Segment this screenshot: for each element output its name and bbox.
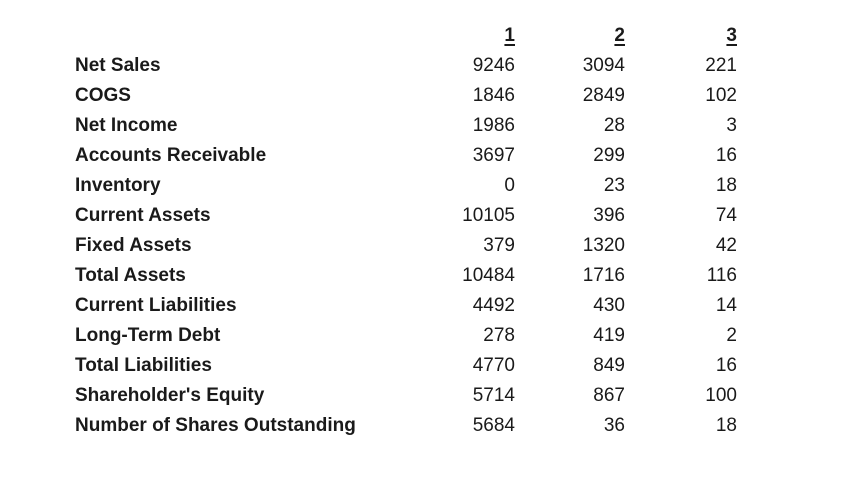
cell-value: 419 [593,325,625,346]
table-row-fixed-assets: Fixed Assets 379 1320 42 [75,231,854,261]
header-spacer [75,21,420,51]
table-row-current-liabilities: Current Liabilities 4492 430 14 [75,291,854,321]
row-label: Long-Term Debt [75,325,221,346]
row-label: Shareholder's Equity [75,385,265,406]
table-row-inventory: Inventory 0 23 18 [75,171,854,201]
cell-value: 116 [706,265,737,286]
row-label: Fixed Assets [75,235,192,256]
cell-value: 23 [603,175,625,196]
row-label: Total Liabilities [75,355,212,376]
cell-value: 379 [483,235,515,256]
cell-value: 14 [715,295,737,316]
cell-value: 3697 [472,145,515,166]
cell-value: 42 [715,235,737,256]
cell-value: 2 [726,325,737,346]
cell-value: 430 [593,295,625,316]
cell-value: 1846 [472,85,515,106]
cell-value: 221 [705,55,737,76]
table-row-net-sales: Net Sales 9246 3094 221 [75,51,854,81]
cell-value: 4492 [472,295,515,316]
cell-value: 5714 [472,385,515,406]
cell-value: 36 [603,415,625,436]
cell-value: 849 [593,355,625,376]
cell-value: 299 [593,145,625,166]
cell-value: 18 [715,175,737,196]
cell-value: 74 [715,205,737,226]
table-row-total-assets: Total Assets 10484 1716 116 [75,261,854,291]
table-row-current-assets: Current Assets 10105 396 74 [75,201,854,231]
cell-value: 102 [705,85,737,106]
cell-value: 28 [603,115,625,136]
cell-value: 1986 [472,115,515,136]
cell-value: 16 [715,355,737,376]
column-header-2: 2 [614,25,625,46]
column-header-3: 3 [726,25,737,46]
cell-value: 396 [593,205,625,226]
cell-value: 10105 [462,205,515,226]
row-label: Total Assets [75,265,186,286]
table-header-row: 1 2 3 [75,21,854,51]
cell-value: 0 [504,175,515,196]
row-label: Current Liabilities [75,295,237,316]
row-label: Net Income [75,115,178,136]
cell-value: 4770 [472,355,515,376]
table-row-cogs: COGS 1846 2849 102 [75,81,854,111]
cell-value: 1716 [582,265,625,286]
cell-value: 2849 [582,85,625,106]
column-header-1: 1 [504,25,515,46]
table-row-accounts-receivable: Accounts Receivable 3697 299 16 [75,141,854,171]
row-label: Current Assets [75,205,211,226]
cell-value: 9246 [472,55,515,76]
table-row-total-liabilities: Total Liabilities 4770 849 16 [75,351,854,381]
cell-value: 867 [593,385,625,406]
row-label: Number of Shares Outstanding [75,415,356,436]
cell-value: 10484 [462,265,515,286]
table-row-shareholders-equity: Shareholder's Equity 5714 867 100 [75,381,854,411]
cell-value: 18 [715,415,737,436]
cell-value: 5684 [472,415,515,436]
table-row-net-income: Net Income 1986 28 3 [75,111,854,141]
cell-value: 100 [705,385,737,406]
row-label: Accounts Receivable [75,145,267,166]
table-row-long-term-debt: Long-Term Debt 278 419 2 [75,321,854,351]
cell-value: 1320 [582,235,625,256]
cell-value: 278 [483,325,515,346]
cell-value: 3094 [582,55,625,76]
table-row-shares-outstanding: Number of Shares Outstanding 5684 36 18 [75,411,854,441]
row-label: Net Sales [75,55,161,76]
cell-value: 3 [726,115,737,136]
row-label: Inventory [75,175,161,196]
cell-value: 16 [715,145,737,166]
row-label: COGS [75,85,131,106]
